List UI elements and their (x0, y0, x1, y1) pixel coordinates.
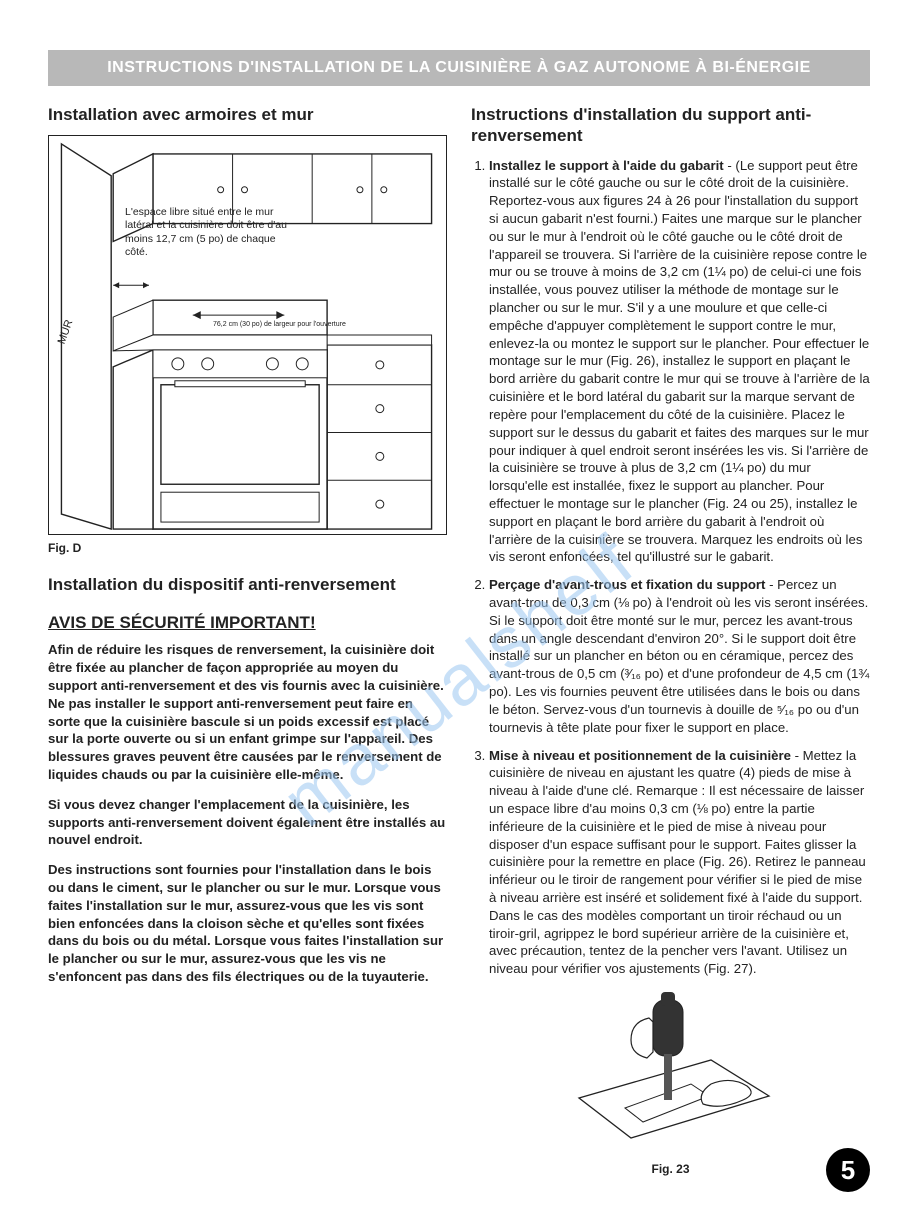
figure-d: MUR L'espace libre situé entre le mur la… (48, 135, 447, 535)
list-body: - (Le support peut être installé sur le … (489, 158, 870, 565)
left-heading-3: AVIS DE SÉCURITÉ IMPORTANT! (48, 613, 447, 633)
left-heading-2: Installation du dispositif anti-renverse… (48, 575, 447, 595)
left-column: Installation avec armoires et mur (48, 104, 447, 1176)
list-item: Mise à niveau et positionnement de la cu… (489, 747, 870, 979)
right-heading-1: Instructions d'installation du support a… (471, 104, 870, 147)
right-column: Instructions d'installation du support a… (471, 104, 870, 1176)
header-bar: INSTRUCTIONS D'INSTALLATION DE LA CUISIN… (48, 50, 870, 86)
left-para-3: Des instructions sont fournies pour l'in… (48, 861, 447, 986)
figure-23 (571, 988, 771, 1158)
left-heading-1: Installation avec armoires et mur (48, 104, 447, 125)
instruction-list: Installez le support à l'aide du gabarit… (471, 157, 870, 979)
list-body: - Mettez la cuisinière de niveau en ajus… (489, 748, 866, 977)
content-columns: Installation avec armoires et mur (48, 104, 870, 1176)
dim-text: 76,2 cm (30 po) de largeur pour l'ouvert… (213, 321, 346, 329)
page-number: 5 (826, 1148, 870, 1192)
list-lead: Perçage d'avant-trous et fixation du sup… (489, 577, 765, 592)
list-item: Installez le support à l'aide du gabarit… (489, 157, 870, 567)
left-para-1: Afin de réduire les risques de renversem… (48, 641, 447, 784)
fig-d-label: Fig. D (48, 541, 447, 555)
list-lead: Mise à niveau et positionnement de la cu… (489, 748, 791, 763)
left-para-2: Si vous devez changer l'emplacement de l… (48, 796, 447, 849)
fig-23-label: Fig. 23 (471, 1162, 870, 1176)
spacing-text: L'espace libre situé entre le mur latéra… (125, 206, 295, 259)
list-lead: Installez le support à l'aide du gabarit (489, 158, 724, 173)
list-body: - Percez un avant-trou de 0,3 cm (⅛ po) … (489, 577, 869, 735)
figure-d-svg (49, 136, 446, 534)
list-item: Perçage d'avant-trous et fixation du sup… (489, 576, 870, 736)
